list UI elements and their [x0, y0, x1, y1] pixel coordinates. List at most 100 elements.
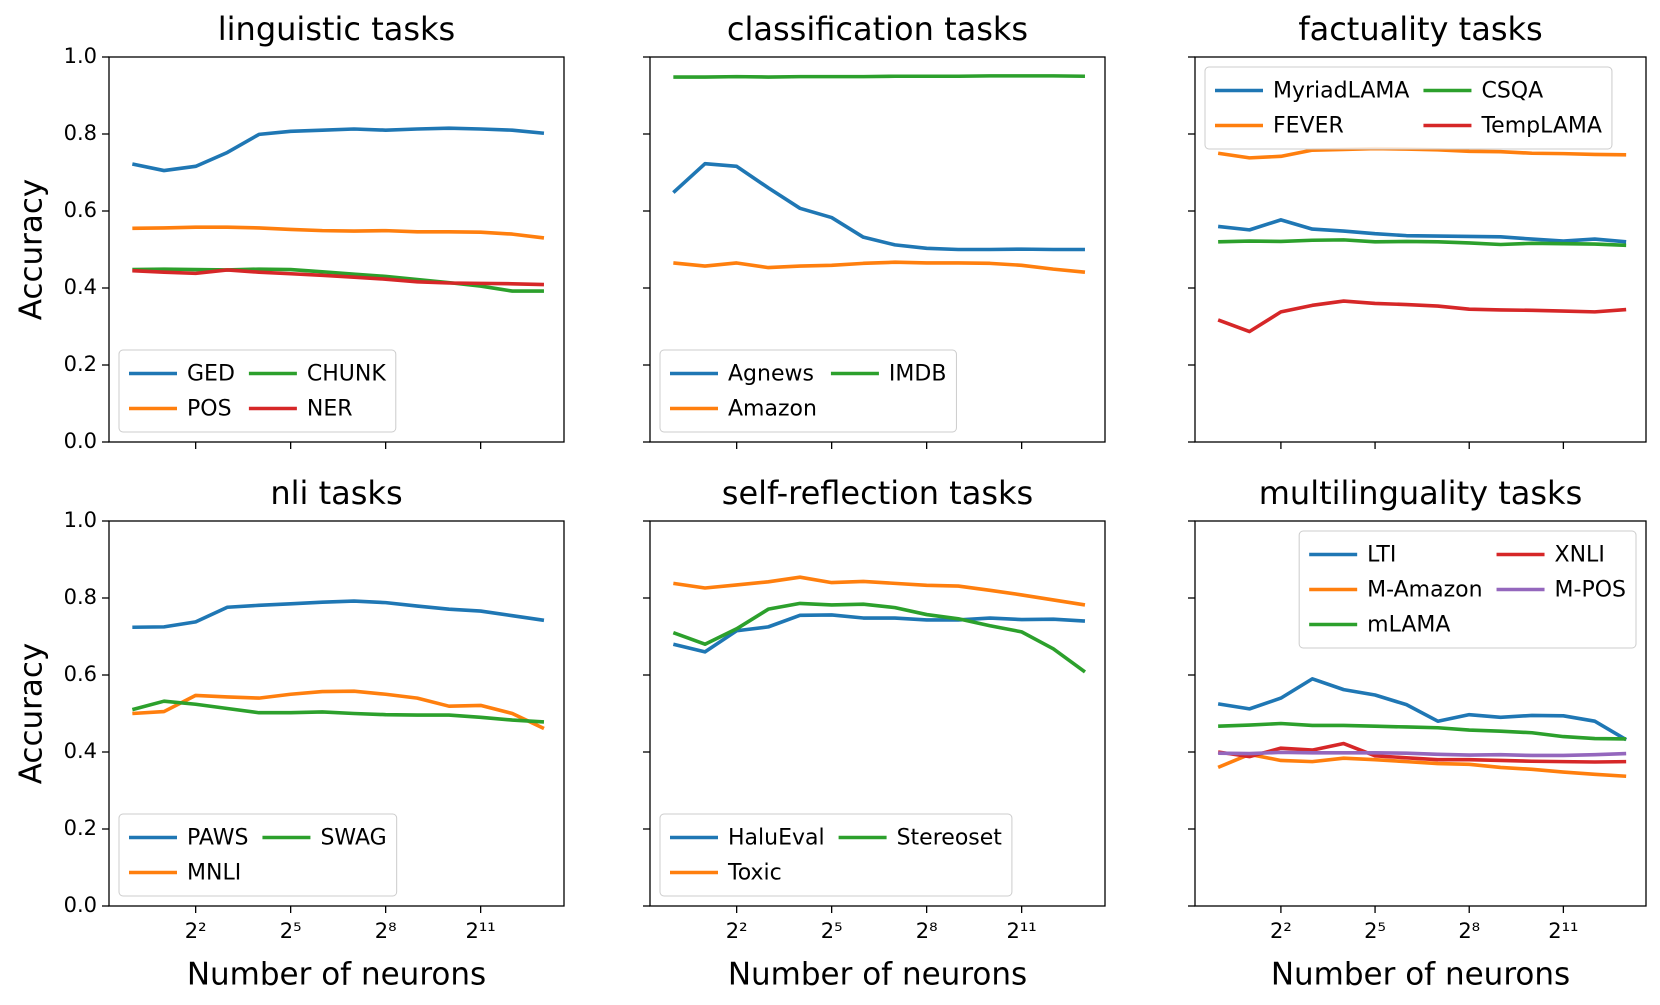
- data-line: [132, 268, 545, 287]
- legend-label: mLAMA: [1367, 613, 1450, 638]
- subplot-title: self-reflection tasks: [722, 474, 1033, 512]
- legend: GED POS CHUNK NER: [118, 349, 397, 433]
- x-tick-label: 2¹¹: [1007, 919, 1037, 943]
- data-line: [1217, 146, 1627, 160]
- data-line: [1217, 677, 1628, 742]
- subplot: classification tasks Agnews Amazon IMDB: [643, 10, 1106, 449]
- legend-label: Agnews: [728, 362, 814, 387]
- data-line: [1217, 741, 1627, 764]
- axes-frame: [1194, 520, 1647, 907]
- legend-label: SWAG: [320, 826, 386, 851]
- subplot: linguistic tasks 0.0 0.2 0.4 0.6 0.8 1.0 Accura…: [14, 10, 565, 453]
- legend-label: MNLI: [187, 861, 241, 886]
- legend-label: Amazon: [728, 397, 817, 422]
- y-axis-label: Accuracy: [14, 643, 50, 785]
- legend: HaluEval Toxic Stereoset: [659, 813, 1013, 897]
- data-line: [672, 601, 1087, 674]
- legend-label: FEVER: [1273, 114, 1344, 139]
- legend-box: [118, 349, 397, 433]
- y-tick-label: 0.2: [64, 816, 97, 840]
- subplot-title: linguistic tasks: [218, 10, 455, 48]
- legend-label: CSQA: [1481, 79, 1543, 104]
- legend-label: Toxic: [727, 861, 782, 886]
- legend: Agnews Amazon IMDB: [659, 349, 957, 433]
- axes-frame: [1194, 56, 1647, 443]
- legend-box: [659, 349, 957, 433]
- legend-label: TempLAMA: [1480, 114, 1601, 139]
- data-line: [132, 267, 544, 293]
- x-tick-label: 2⁸: [916, 919, 938, 943]
- legend-box: [659, 813, 1013, 897]
- y-tick-label: 0.4: [64, 275, 97, 299]
- subplot-title: multilinguality tasks: [1259, 474, 1583, 512]
- axes-frame: [649, 520, 1106, 907]
- x-tick-label: 2⁸: [375, 919, 397, 943]
- x-tick-label: 2¹¹: [466, 919, 496, 943]
- legend-label: Stereoset: [897, 826, 1003, 851]
- y-axis-label: Accuracy: [14, 179, 50, 321]
- data-line: [1218, 238, 1627, 248]
- legend-label: M-POS: [1555, 578, 1626, 603]
- subplot-title: nli tasks: [270, 474, 402, 512]
- data-line: [132, 225, 545, 240]
- x-tick-label: 2²: [726, 919, 748, 943]
- axes-frame: [649, 56, 1106, 443]
- data-line: [673, 260, 1086, 275]
- x-tick-label: 2²: [1270, 919, 1292, 943]
- legend-label: GED: [187, 362, 235, 387]
- data-line: [1217, 218, 1627, 244]
- x-tick-label: 2¹¹: [1548, 919, 1578, 943]
- data-line: [132, 689, 545, 731]
- legend-label: NER: [307, 397, 353, 422]
- data-line: [131, 699, 545, 724]
- subplot-title: factuality tasks: [1298, 10, 1542, 48]
- legend-label: LTI: [1367, 543, 1396, 568]
- y-tick-label: 0.6: [64, 662, 97, 686]
- x-axis-label: Number of neurons: [728, 957, 1027, 993]
- y-tick-label: 0.2: [64, 352, 97, 376]
- x-tick-label: 2⁸: [1458, 919, 1480, 943]
- legend-box: [1298, 530, 1637, 649]
- data-line: [672, 613, 1086, 654]
- y-tick-label: 0.8: [64, 121, 97, 145]
- y-tick-label: 0.0: [64, 893, 97, 917]
- x-axis-label: Number of neurons: [1271, 957, 1570, 993]
- data-line: [1217, 299, 1627, 334]
- data-line: [672, 161, 1085, 252]
- subplot: multilinguality tasks 2² 2⁵ 2⁸ 2¹¹ Number of …: [1188, 474, 1647, 993]
- data-line: [1217, 752, 1627, 779]
- legend-label: POS: [187, 397, 232, 422]
- data-line: [673, 74, 1085, 79]
- legend-label: XNLI: [1555, 543, 1605, 568]
- legend-label: IMDB: [889, 362, 947, 387]
- x-tick-label: 2⁵: [280, 919, 302, 943]
- x-tick-label: 2²: [185, 919, 207, 943]
- data-line: [673, 575, 1086, 607]
- x-axis-label: Number of neurons: [187, 957, 486, 993]
- subplot-title: classification tasks: [727, 10, 1028, 48]
- axes-frame: [108, 520, 565, 907]
- y-tick-label: 1.0: [64, 44, 97, 68]
- axes-frame: [108, 56, 565, 443]
- legend-label: M-Amazon: [1367, 578, 1482, 603]
- legend-label: CHUNK: [307, 362, 386, 387]
- y-tick-label: 0.0: [64, 429, 97, 453]
- y-tick-label: 0.4: [64, 739, 97, 763]
- data-line: [1218, 721, 1627, 741]
- legend-label: PAWS: [187, 826, 248, 851]
- y-tick-label: 0.6: [64, 198, 97, 222]
- x-tick-label: 2⁵: [821, 919, 843, 943]
- y-tick-label: 1.0: [64, 508, 97, 532]
- data-line: [1218, 750, 1627, 758]
- legend: MyriadLAMA FEVER CSQA TempLAMA: [1204, 66, 1613, 150]
- legend-label: MyriadLAMA: [1273, 79, 1409, 104]
- legend: PAWS MNLI SWAG: [118, 813, 398, 897]
- legend-label: HaluEval: [728, 826, 825, 851]
- legend-box: [118, 813, 398, 897]
- y-tick-label: 0.8: [64, 585, 97, 609]
- subplot: factuality tasks MyriadLAMA FEVER CSQA TempL…: [1188, 10, 1647, 449]
- x-tick-label: 2⁵: [1364, 919, 1386, 943]
- data-line: [132, 599, 545, 630]
- legend: LTI M-Amazon mLAMA XNLI M-POS: [1298, 530, 1637, 649]
